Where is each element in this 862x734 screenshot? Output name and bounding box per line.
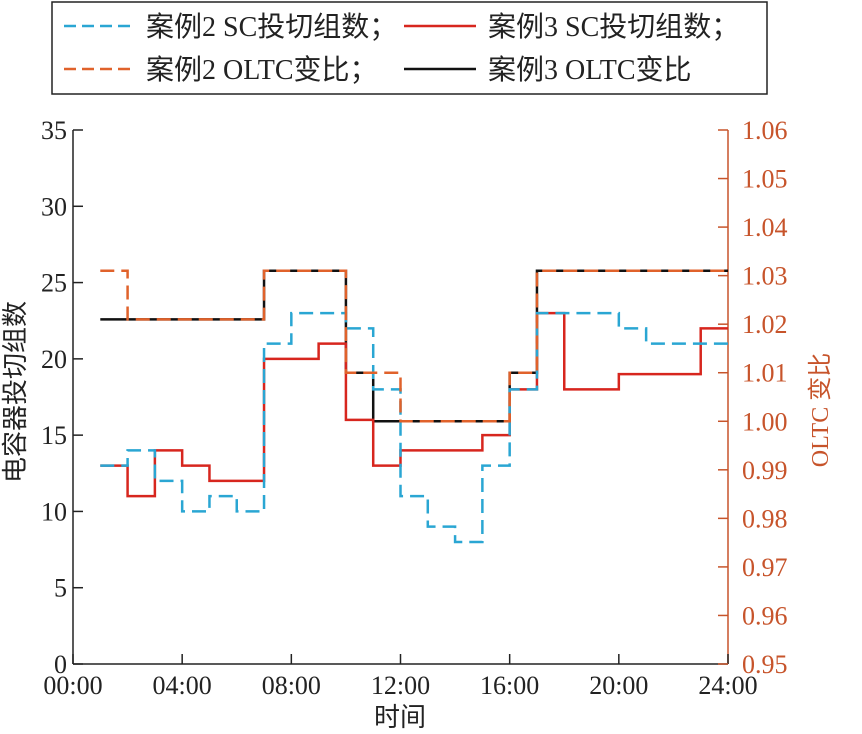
y-left-tick-label: 5 [54, 574, 67, 603]
x-tick-label: 04:00 [153, 671, 212, 700]
y-right-tick-label: 1.00 [742, 407, 788, 436]
series-case2-oltc [100, 269, 728, 423]
y-left-tick-label: 30 [41, 192, 67, 221]
y-right-tick-label: 0.95 [742, 650, 788, 679]
y-left-tick-label: 10 [41, 497, 67, 526]
x-tick-label: 24:00 [698, 671, 757, 700]
y-right-tick-label: 1.06 [742, 116, 788, 145]
series-layer [100, 269, 728, 544]
legend-label-case3-oltc: 案例3 OLTC变比 [488, 54, 692, 86]
y-right-tick-label: 1.04 [742, 213, 788, 242]
legend-label-case3-sc: 案例3 SC投切组数； [488, 11, 739, 43]
y-right-tick-label: 1.05 [742, 165, 788, 194]
x-tick-label: 08:00 [262, 671, 321, 700]
series-case3-sc [100, 311, 728, 498]
legend-label-case2-oltc: 案例2 OLTC变比； [146, 54, 378, 86]
y-right-tick-label: 0.98 [742, 504, 788, 533]
y-right-tick-label: 0.99 [742, 456, 788, 485]
y-left-tick-label: 15 [41, 421, 67, 450]
y-right-axis-title: OLTC 变比 [807, 353, 834, 467]
y-left-tick-label: 25 [41, 269, 67, 298]
y-right-tick-label: 0.96 [742, 601, 788, 630]
x-axis-title: 时间 [374, 703, 426, 732]
series-case3-oltc [100, 269, 728, 423]
x-ticks: 00:00 04:00 08:00 12:00 16:00 20:00 24:00 [43, 654, 758, 700]
y-left-tick-label: 35 [41, 116, 67, 145]
y-left-tick-label: 0 [54, 650, 67, 679]
x-tick-label: 20:00 [589, 671, 648, 700]
y-right-tick-label: 0.97 [742, 553, 788, 582]
x-tick-label: 16:00 [480, 671, 539, 700]
y-left-ticks: 0 5 10 15 20 25 30 35 [41, 116, 83, 679]
y-right-tick-label: 1.02 [742, 310, 788, 339]
series-case2-sc [100, 311, 728, 544]
y-left-axis-title: 电容器投切组数 [1, 301, 30, 483]
y-right-tick-label: 1.03 [742, 262, 788, 291]
legend-label-case2-sc: 案例2 SC投切组数； [146, 11, 397, 43]
y-right-ticks: 0.95 0.96 0.97 0.98 0.99 1.00 1.01 1.02 1.03 1.04… [718, 116, 788, 679]
legend: 案例2 SC投切组数； 案例3 SC投切组数； 案例2 OLTC变比； 案例3 … [64, 11, 739, 86]
legend-box [51, 1, 768, 95]
x-tick-label: 12:00 [371, 671, 430, 700]
y-left-tick-label: 20 [41, 345, 67, 374]
x-tick-label: 00:00 [43, 671, 102, 700]
y-right-tick-label: 1.01 [742, 359, 788, 388]
